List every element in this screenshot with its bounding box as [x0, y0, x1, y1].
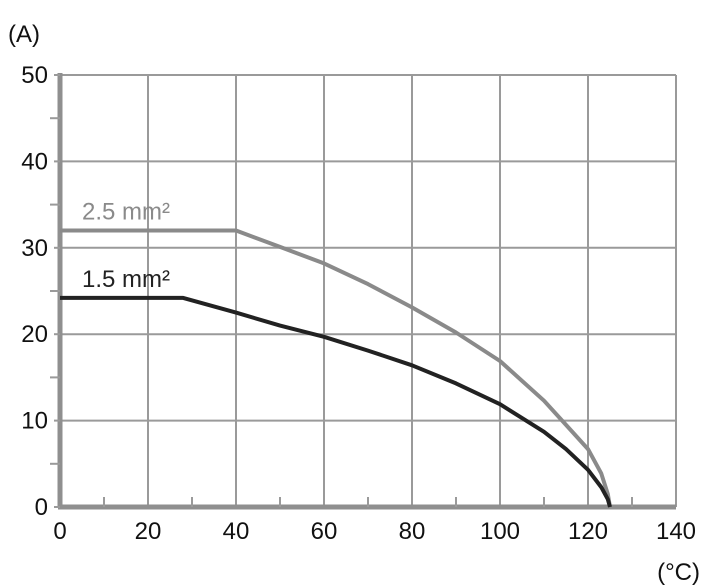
y-tick-label: 20: [21, 321, 48, 348]
x-tick-label: 120: [568, 518, 608, 545]
series-label-0: 2.5 mm²: [82, 199, 170, 226]
x-tick-label: 100: [480, 518, 520, 545]
series-lines: [60, 228, 612, 508]
x-tick-label: 140: [656, 518, 696, 545]
x-tick-label: 0: [53, 518, 66, 545]
x-axis-unit-label: (°C): [657, 559, 700, 586]
y-tick-label: 10: [21, 408, 48, 435]
y-tick-label: 40: [21, 148, 48, 175]
series-labels: 2.5 mm² 1.5 mm²: [82, 199, 170, 293]
series-line-0: [60, 228, 612, 508]
y-tick-labels: 0 10 20 30 40 50: [21, 62, 48, 521]
y-tick-label: 30: [21, 235, 48, 262]
y-tick-label: 50: [21, 62, 48, 89]
y-axis-unit-label: (A): [8, 21, 40, 48]
series-line-1: [60, 295, 612, 508]
x-tick-label: 40: [223, 518, 250, 545]
x-tick-labels: 0 20 40 60 80 100 120 140: [53, 518, 696, 545]
x-tick-label: 80: [399, 518, 426, 545]
grid-lines: [60, 74, 677, 507]
y-tick-label: 0: [35, 494, 48, 521]
minor-ticks: [50, 74, 633, 508]
x-tick-label: 60: [311, 518, 338, 545]
x-tick-label: 20: [135, 518, 162, 545]
series-label-1: 1.5 mm²: [82, 266, 170, 293]
